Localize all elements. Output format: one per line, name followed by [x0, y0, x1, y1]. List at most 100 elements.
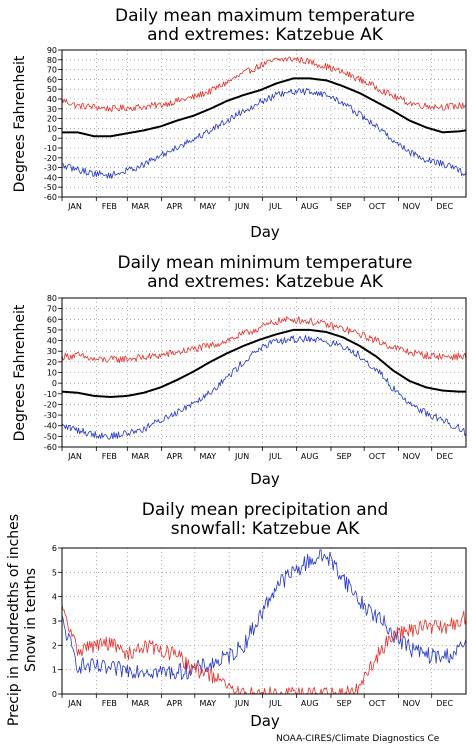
x-tick-label: JUL	[268, 699, 282, 708]
y-tick-label: 10	[47, 369, 57, 378]
series-group	[62, 316, 466, 440]
y-tick-label: -60	[44, 193, 57, 202]
series-line-2	[62, 87, 466, 179]
y-axis-label: Degrees Fahrenheit	[12, 55, 28, 192]
x-tick-label: SEP	[336, 699, 351, 708]
y-tick-label: 70	[47, 305, 57, 314]
chart-title-line-2: snowfall: Katzebue AK	[171, 519, 360, 539]
x-tick-label: NOV	[403, 202, 421, 211]
series-line-1	[62, 328, 466, 398]
x-tick-label: NOV	[403, 452, 421, 461]
y-axis-label-line-1: Precip in hundredths of inches	[6, 514, 22, 726]
y-tick-label: 3	[52, 617, 57, 626]
x-tick-label: AUG	[301, 202, 319, 211]
y-tick-label: -40	[44, 422, 57, 431]
chart-panel-min-temperature: Daily mean minimum temperature and extre…	[12, 253, 467, 488]
y-tick-label: 90	[47, 46, 57, 55]
y-tick-label: -40	[44, 173, 57, 182]
x-axis-label: Day	[250, 712, 280, 730]
x-tick-label: JUN	[234, 452, 249, 461]
y-tick-label: -30	[44, 164, 57, 173]
x-tick-label: JUN	[234, 699, 249, 708]
y-tick-label: 50	[47, 326, 57, 335]
x-tick-label: JUN	[234, 202, 249, 211]
y-tick-label: 2	[52, 641, 57, 650]
y-tick-label: 6	[52, 544, 57, 553]
y-tick-label: 30	[47, 105, 57, 114]
x-axis-label: Day	[250, 223, 280, 241]
x-tick-label: MAR	[131, 452, 149, 461]
x-tick-label: FEB	[102, 202, 117, 211]
x-tick-label: FEB	[102, 452, 117, 461]
chart-panel-max-temperature: Daily mean maximum temperature and extre…	[12, 6, 467, 241]
x-tick-label: OCT	[369, 202, 386, 211]
y-tick-label: -10	[44, 144, 57, 153]
y-tick-label: -10	[44, 390, 57, 399]
x-tick-label: MAY	[200, 699, 217, 708]
x-tick-label: FEB	[102, 699, 117, 708]
y-tick-label: 0	[52, 134, 57, 143]
y-tick-label: -30	[44, 411, 57, 420]
series-line-1	[62, 77, 466, 138]
y-tick-label: 10	[47, 124, 57, 133]
x-tick-label: MAY	[200, 452, 217, 461]
chart-title-line-1: Daily mean precipitation and	[142, 500, 389, 520]
plot-frame	[61, 547, 467, 695]
y-axis-label-line-2: Snow in tenths	[23, 568, 39, 672]
y-tick-label: 70	[47, 66, 57, 75]
y-tick-label: 20	[47, 115, 57, 124]
x-tick-label: SEP	[336, 202, 351, 211]
y-tick-label: 60	[47, 75, 57, 84]
y-tick-label: 0	[52, 379, 57, 388]
series-line-0	[62, 56, 466, 113]
x-tick-label: JUL	[268, 452, 282, 461]
y-tick-label: 40	[47, 95, 57, 104]
x-tick-label: OCT	[369, 699, 386, 708]
credit-text: NOAA-CIRES/Climate Diagnostics Ce	[276, 734, 440, 744]
plot-frame	[61, 49, 467, 198]
x-tick-label: MAR	[131, 202, 149, 211]
x-tick-label: OCT	[369, 452, 386, 461]
series-group	[62, 56, 466, 179]
series-line-0	[62, 316, 466, 364]
chart-title-line-2: and extremes: Katzebue AK	[147, 25, 384, 45]
y-tick-label: 4	[52, 593, 57, 602]
series-line-2	[62, 335, 466, 440]
plot-frame	[61, 297, 467, 448]
chart-panel-precipitation: Daily mean precipitation and snowfall: K…	[6, 500, 467, 730]
chart-title-line-2: and extremes: Katzebue AK	[147, 272, 384, 292]
x-tick-label: JUL	[268, 202, 282, 211]
y-tick-label: 30	[47, 347, 57, 356]
x-tick-label: AUG	[301, 452, 319, 461]
x-tick-label: NOV	[403, 699, 421, 708]
y-tick-label: 1	[52, 666, 57, 675]
y-tick-label: 80	[47, 56, 57, 65]
y-tick-label: 20	[47, 358, 57, 367]
y-tick-label: 0	[52, 690, 57, 699]
series-line-1	[62, 604, 466, 694]
y-tick-label: 40	[47, 337, 57, 346]
x-tick-label: DEC	[436, 452, 453, 461]
x-tick-label: MAY	[200, 202, 217, 211]
x-axis-label: Day	[250, 470, 280, 488]
x-tick-label: JAN	[67, 699, 82, 708]
x-tick-label: SEP	[336, 452, 351, 461]
y-tick-label: 60	[47, 315, 57, 324]
series-line-0	[62, 549, 466, 680]
chart-title-line-1: Daily mean minimum temperature	[118, 253, 413, 273]
x-tick-label: DEC	[436, 699, 453, 708]
series-group	[62, 549, 466, 694]
x-tick-label: DEC	[436, 202, 453, 211]
y-tick-label: -50	[44, 432, 57, 441]
y-tick-label: 5	[52, 568, 57, 577]
chart-title-line-1: Daily mean maximum temperature	[115, 6, 415, 26]
y-tick-label: 80	[47, 294, 57, 303]
x-tick-label: MAR	[131, 699, 149, 708]
y-tick-label: -50	[44, 183, 57, 192]
y-tick-label: 50	[47, 85, 57, 94]
y-tick-label: -60	[44, 443, 57, 452]
x-tick-label: APR	[167, 202, 183, 211]
y-axis-label: Degrees Fahrenheit	[12, 304, 28, 441]
x-tick-label: JAN	[67, 202, 82, 211]
